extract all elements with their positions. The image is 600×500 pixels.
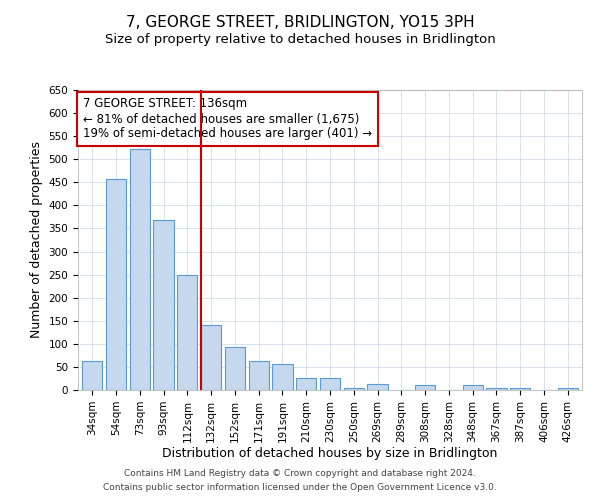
Text: Size of property relative to detached houses in Bridlington: Size of property relative to detached ho… [104,32,496,46]
Bar [177,274,197,390]
Text: Contains public sector information licensed under the Open Government Licence v3: Contains public sector information licen… [103,484,497,492]
Bar [415,386,435,390]
Bar [225,347,245,390]
Bar [154,220,173,390]
Bar [201,326,221,390]
Bar [557,388,578,390]
X-axis label: Distribution of detached houses by size in Bridlington: Distribution of detached houses by size … [163,448,497,460]
Text: 7, GEORGE STREET, BRIDLINGTON, YO15 3PH: 7, GEORGE STREET, BRIDLINGTON, YO15 3PH [125,15,475,30]
Bar [82,362,103,390]
Bar [106,179,126,390]
Bar [272,364,293,390]
Bar [130,149,150,390]
Text: Contains HM Land Registry data © Crown copyright and database right 2024.: Contains HM Land Registry data © Crown c… [124,468,476,477]
Text: 7 GEORGE STREET: 136sqm
← 81% of detached houses are smaller (1,675)
19% of semi: 7 GEORGE STREET: 136sqm ← 81% of detache… [83,98,372,140]
Bar [320,378,340,390]
Bar [463,386,483,390]
Bar [367,384,388,390]
Bar [510,388,530,390]
Y-axis label: Number of detached properties: Number of detached properties [30,142,43,338]
Bar [296,378,316,390]
Bar [248,362,269,390]
Bar [487,388,506,390]
Bar [344,388,364,390]
